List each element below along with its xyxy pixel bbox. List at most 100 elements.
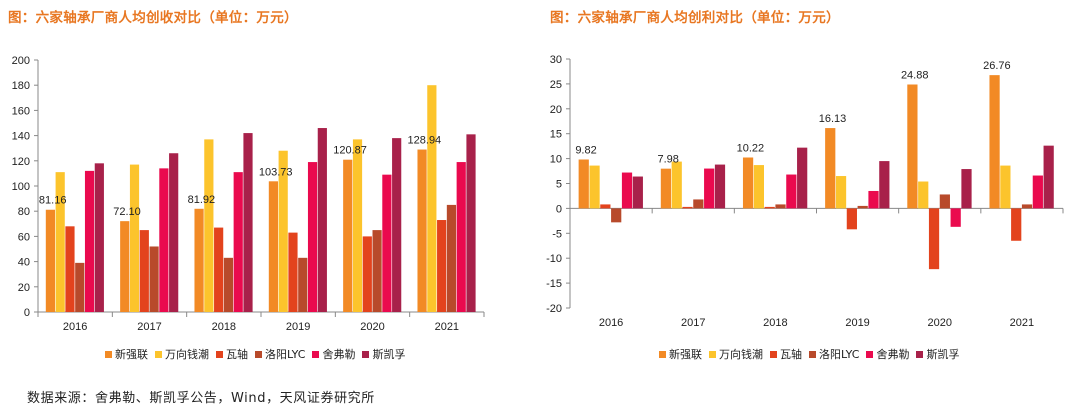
c1-bar-瓦轴-2016 xyxy=(600,204,611,209)
c0-bar-洛阳LYC-2021 xyxy=(446,204,457,312)
c1-bar-洛阳LYC-2020 xyxy=(939,194,950,209)
c0-bar-斯凯孚-2021 xyxy=(466,134,476,312)
c0-x-category-label: 2021 xyxy=(435,321,459,333)
c0-bar-洛阳LYC-2016 xyxy=(75,262,85,312)
c0-bar-斯凯孚-2020 xyxy=(392,138,402,312)
c0-bar-新强联-2020 xyxy=(343,159,353,312)
c1-data-label: 16.13 xyxy=(819,113,847,125)
c1-bar-斯凯孚-2020 xyxy=(961,169,972,209)
c1-y-tick-label: 30 xyxy=(550,54,562,66)
legend-swatch xyxy=(916,350,924,358)
c0-bar-舍弗勒-2017 xyxy=(159,168,169,312)
legend-item-万向钱潮: 万向钱潮 xyxy=(709,346,763,362)
c1-y-tick-label: -15 xyxy=(546,278,562,290)
c1-x-category-label: 2018 xyxy=(763,317,787,329)
legend-item-斯凯孚: 斯凯孚 xyxy=(362,346,405,362)
c0-bar-舍弗勒-2016 xyxy=(84,170,95,312)
c1-bar-洛阳LYC-2017 xyxy=(693,199,704,209)
c0-y-tick-label: 20 xyxy=(18,282,30,294)
legend-swatch xyxy=(312,350,320,358)
c1-y-tick-label: 10 xyxy=(550,154,562,166)
c0-bar-瓦轴-2017 xyxy=(139,230,149,312)
c0-x-category-label: 2017 xyxy=(137,321,161,333)
c1-y-tick-label: 5 xyxy=(556,179,562,191)
c1-data-label: 26.76 xyxy=(983,60,1011,72)
c0-bar-斯凯孚-2017 xyxy=(169,153,179,312)
c0-bar-万向钱潮-2020 xyxy=(352,139,363,312)
c0-bar-万向钱潮-2016 xyxy=(55,172,65,312)
c1-data-label: 7.98 xyxy=(657,154,678,166)
c1-bar-斯凯孚-2021 xyxy=(1043,145,1054,209)
c1-bar-舍弗勒-2019 xyxy=(868,190,879,209)
c1-data-label: 9.82 xyxy=(575,144,596,156)
c0-bar-斯凯孚-2019 xyxy=(317,128,327,312)
c0-bar-舍弗勒-2020 xyxy=(382,174,392,312)
c1-bar-斯凯孚-2017 xyxy=(714,164,726,209)
c1-bar-舍弗勒-2021 xyxy=(1032,175,1043,209)
c1-x-category-label: 2016 xyxy=(599,317,623,329)
c1-x-category-label: 2021 xyxy=(1010,317,1034,329)
legend-label: 瓦轴 xyxy=(780,348,802,361)
c1-bar-舍弗勒-2020 xyxy=(950,208,961,227)
legend-item-舍弗勒: 舍弗勒 xyxy=(312,346,355,362)
legend-swatch xyxy=(866,350,874,358)
c1-data-label: 10.22 xyxy=(737,143,765,155)
legend-item-瓦轴: 瓦轴 xyxy=(770,346,802,362)
c1-bar-舍弗勒-2016 xyxy=(621,172,633,209)
c0-y-tick-label: 120 xyxy=(12,156,30,168)
c0-bar-洛阳LYC-2019 xyxy=(298,257,308,312)
legend-swatch xyxy=(255,350,262,358)
c0-data-label: 103.73 xyxy=(259,166,293,178)
c1-bar-新强联-2016 xyxy=(578,159,589,209)
c1-bar-万向钱潮-2018 xyxy=(753,165,764,209)
c0-bar-万向钱潮-2017 xyxy=(129,164,140,312)
c1-bar-洛阳LYC-2021 xyxy=(1021,204,1033,209)
chart-title-profit: 图：六家轴承厂商人均创利对比（单位：万元） xyxy=(550,10,840,26)
c1-bar-万向钱潮-2019 xyxy=(835,176,847,209)
c0-bar-万向钱潮-2018 xyxy=(204,139,214,312)
c1-y-tick-label: -5 xyxy=(552,228,562,240)
c0-bar-瓦轴-2019 xyxy=(288,232,298,312)
c0-bar-斯凯孚-2018 xyxy=(243,133,253,312)
c1-bar-洛阳LYC-2018 xyxy=(775,204,786,209)
c1-bar-舍弗勒-2018 xyxy=(786,174,797,209)
c1-bar-新强联-2020 xyxy=(907,84,918,209)
c0-bar-舍弗勒-2018 xyxy=(233,172,243,312)
legend-profit: 新强联 万向钱潮 瓦轴 洛阳LYC 舍弗勒 斯凯孚 xyxy=(659,346,959,362)
c1-x-category-label: 2017 xyxy=(681,317,705,329)
legend-item-斯凯孚: 斯凯孚 xyxy=(916,346,959,362)
c1-data-label: 24.88 xyxy=(901,69,929,81)
legend-label: 洛阳LYC xyxy=(265,348,306,361)
c1-y-tick-label: 20 xyxy=(550,104,562,116)
c0-bar-新强联-2021 xyxy=(417,149,427,312)
c0-y-tick-label: 160 xyxy=(12,105,30,117)
c0-y-tick-label: 180 xyxy=(12,80,30,92)
c0-y-tick-label: 0 xyxy=(24,307,30,319)
c0-y-tick-label: 200 xyxy=(12,55,30,67)
c1-y-tick-label: -10 xyxy=(546,253,562,265)
c1-bar-斯凯孚-2016 xyxy=(632,176,643,209)
c0-x-category-label: 2016 xyxy=(63,321,87,333)
c0-bar-新强联-2017 xyxy=(120,221,130,312)
c0-bar-瓦轴-2020 xyxy=(362,236,372,312)
legend-label: 斯凯孚 xyxy=(372,348,406,361)
c1-bar-新强联-2018 xyxy=(742,157,754,209)
c0-bar-洛阳LYC-2020 xyxy=(372,230,382,312)
c1-y-tick-label: -20 xyxy=(546,303,562,315)
c0-bar-斯凯孚-2016 xyxy=(94,163,104,312)
legend-swatch xyxy=(659,350,666,358)
c0-bar-万向钱潮-2021 xyxy=(427,85,437,312)
legend-swatch xyxy=(216,350,223,358)
c1-x-category-label: 2020 xyxy=(928,317,952,329)
c1-bar-瓦轴-2017 xyxy=(682,206,693,209)
legend-label: 舍弗勒 xyxy=(322,348,356,361)
legend-swatch xyxy=(709,350,716,358)
c0-bar-舍弗勒-2019 xyxy=(307,162,318,312)
c0-y-tick-label: 140 xyxy=(12,131,30,143)
c0-y-tick-label: 60 xyxy=(18,231,30,243)
legend-item-洛阳LYC: 洛阳LYC xyxy=(255,346,305,362)
c0-bar-新强联-2018 xyxy=(194,208,204,312)
c0-x-category-label: 2019 xyxy=(286,321,310,333)
c1-bar-洛阳LYC-2019 xyxy=(857,205,868,209)
legend-revenue: 新强联 万向钱潮 瓦轴 洛阳LYC 舍弗勒 斯凯孚 xyxy=(105,346,405,362)
